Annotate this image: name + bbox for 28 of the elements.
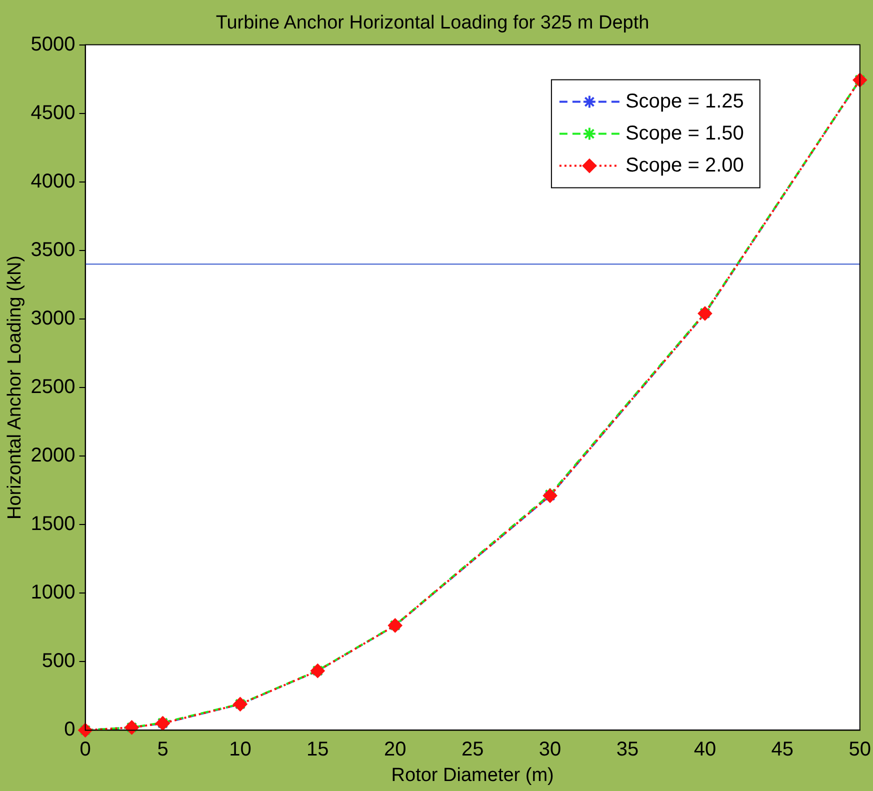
- x-tick-label: 50: [848, 738, 871, 761]
- y-tick-label: 500: [42, 650, 76, 672]
- x-tick-label: 45: [771, 738, 794, 761]
- legend-label: Scope = 1.25: [625, 90, 744, 112]
- y-tick-label: 2500: [30, 376, 76, 398]
- x-tick-label: 15: [306, 738, 329, 761]
- chart-title: Turbine Anchor Horizontal Loading for 325 m Depth: [216, 12, 650, 34]
- y-tick-label: 3000: [30, 307, 76, 330]
- y-tick-label: 5000: [30, 33, 76, 56]
- legend-label: Scope = 2.00: [625, 154, 744, 176]
- x-tick-label: 5: [157, 738, 168, 761]
- y-tick-label: 3500: [30, 238, 76, 261]
- x-tick-label: 35: [616, 738, 639, 761]
- y-tick-label: 0: [64, 718, 76, 741]
- x-tick-label: 10: [229, 738, 252, 761]
- x-axis-title: Rotor Diameter (m): [391, 764, 554, 786]
- y-tick-label: 4500: [30, 102, 76, 124]
- y-tick-label: 2000: [30, 444, 76, 467]
- y-tick-label: 1500: [30, 513, 76, 536]
- legend-label: Scope = 1.50: [625, 122, 744, 144]
- x-tick-label: 20: [384, 738, 406, 761]
- x-tick-label: 40: [694, 738, 716, 761]
- x-tick-label: 25: [461, 738, 484, 761]
- x-tick-label: 30: [538, 738, 562, 761]
- y-axis-title: Horizontal Anchor Loading (kN): [4, 255, 26, 520]
- y-tick-label: 4000: [30, 170, 76, 192]
- y-tick-label: 1000: [30, 582, 76, 604]
- x-tick-label: 0: [80, 738, 91, 761]
